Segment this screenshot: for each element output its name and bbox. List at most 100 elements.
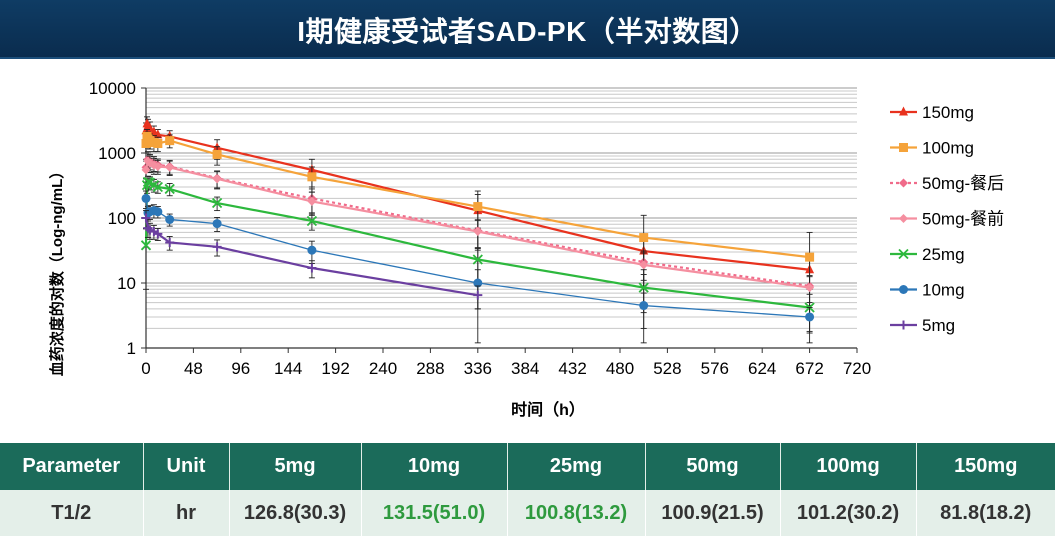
series-50mg-餐前 [141,152,815,306]
legend-label: 25mg [922,245,965,264]
data-point [165,162,175,172]
legend-label: 50mg-餐前 [922,210,1004,229]
x-tick-label: 0 [141,359,150,378]
data-point [165,136,175,146]
data-point [307,263,317,273]
y-tick-label: 1000 [98,144,136,163]
x-tick-label: 288 [416,359,444,378]
table-header-cell: Unit [143,443,230,490]
table-cell: hr [143,490,230,536]
table-cell: 100.9(21.5) [645,490,781,536]
data-point [639,301,649,311]
table-header-cell: Parameter [0,443,144,490]
chart-legend: 150mg 100mg 50mg-餐后 50mg-餐前 25mg 10mg 5mg [890,103,1004,335]
x-tick-label: 384 [511,359,539,378]
data-point [152,181,163,193]
data-point [473,278,483,288]
x-tick-label: 720 [843,359,871,378]
legend-label: 150mg [922,103,974,122]
chart-axes: 1 10 100 1000 10000 0 48 96 144 192 240 288 336 384 43… [89,79,871,378]
data-point [153,139,163,149]
series-5mg [141,210,483,310]
y-tick-label: 1 [127,339,136,358]
legend-label: 5mg [922,316,955,335]
data-point [638,282,649,293]
table-cell: 101.2(30.2) [780,490,917,536]
x-tick-label: 624 [748,359,776,378]
x-tick-label: 192 [321,359,349,378]
data-point [307,172,317,182]
table-row: T1/2 hr 126.8(30.3) 131.5(51.0) 100.8(13.2) 1… [0,490,1055,536]
legend-marker [899,106,908,116]
x-tick-label: 144 [274,359,302,378]
legend-label: 100mg [922,139,974,158]
data-point [141,165,151,175]
legend-label: 50mg-餐后 [922,174,1004,193]
y-tick-label: 10 [117,274,136,293]
legend-item: 50mg-餐后 [890,174,1004,193]
data-point [212,149,222,159]
table-cell: 100.8(13.2) [507,490,646,536]
chart-series [140,116,815,344]
data-point [307,196,317,206]
chart-grid [146,87,857,349]
data-point [307,245,317,255]
table-header-cell: 25mg [507,443,646,490]
x-tick-label: 48 [184,359,203,378]
legend-item: 25mg [890,245,965,264]
legend-item: 5mg [890,316,955,335]
table-cell: T1/2 [0,490,144,536]
data-point [212,219,222,229]
data-point [472,254,483,265]
legend-marker [898,248,909,260]
table-header-cell: 50mg [645,443,781,490]
legend-item: 10mg [890,281,965,300]
data-point [153,229,163,239]
y-axis-title: 血药浓度的对数（Log-ng/mL） [48,164,66,376]
data-point [639,260,649,270]
table-header-cell: 5mg [229,443,362,490]
legend-item: 100mg [890,139,974,158]
x-tick-label: 240 [369,359,397,378]
data-point [473,202,483,212]
x-tick-label: 336 [464,359,492,378]
data-point [473,226,483,236]
table-header-cell: 100mg [780,443,917,490]
legend-marker [899,178,908,188]
data-point [212,174,222,184]
data-point [164,183,175,195]
data-point [212,242,222,252]
title-banner: I期健康受试者SAD-PK（半对数图） [0,0,1055,59]
data-point [140,240,152,251]
legend-marker [899,214,908,223]
legend-item: 50mg-餐前 [890,210,1004,229]
page-title: I期健康受试者SAD-PK（半对数图） [297,16,758,47]
table-cell: 131.5(51.0) [361,490,508,536]
data-point [141,193,151,203]
x-tick-label: 432 [558,359,586,378]
x-axis-title: 时间（h） [511,400,585,419]
data-point [306,215,318,227]
data-point [145,158,155,168]
data-point [165,214,175,224]
pk-chart: 1 10 100 1000 10000 0 48 96 144 192 240 288 336 384 43… [48,79,1004,419]
table-header-row: Parameter Unit 5mg 10mg 25mg 50mg 100mg 150mg [0,443,1055,490]
x-tick-label: 528 [653,359,681,378]
table-header-cell: 150mg [916,443,1055,490]
data-point [805,252,815,262]
legend-marker [899,320,908,330]
y-tick-label: 10000 [89,79,136,98]
x-tick-label: 480 [606,359,634,378]
data-point [153,161,163,171]
data-point [153,129,163,139]
data-point [211,197,223,209]
table-header-cell: 10mg [361,443,508,490]
legend-marker [899,143,908,152]
legend-marker [899,285,908,294]
data-point [805,312,815,322]
table-body: T1/2 hr 126.8(30.3) 131.5(51.0) 100.8(13.2) 1… [0,490,1055,536]
legend-label: 10mg [922,281,965,300]
data-point [141,213,151,223]
y-tick-label: 100 [108,209,136,228]
x-tick-label: 96 [231,359,250,378]
